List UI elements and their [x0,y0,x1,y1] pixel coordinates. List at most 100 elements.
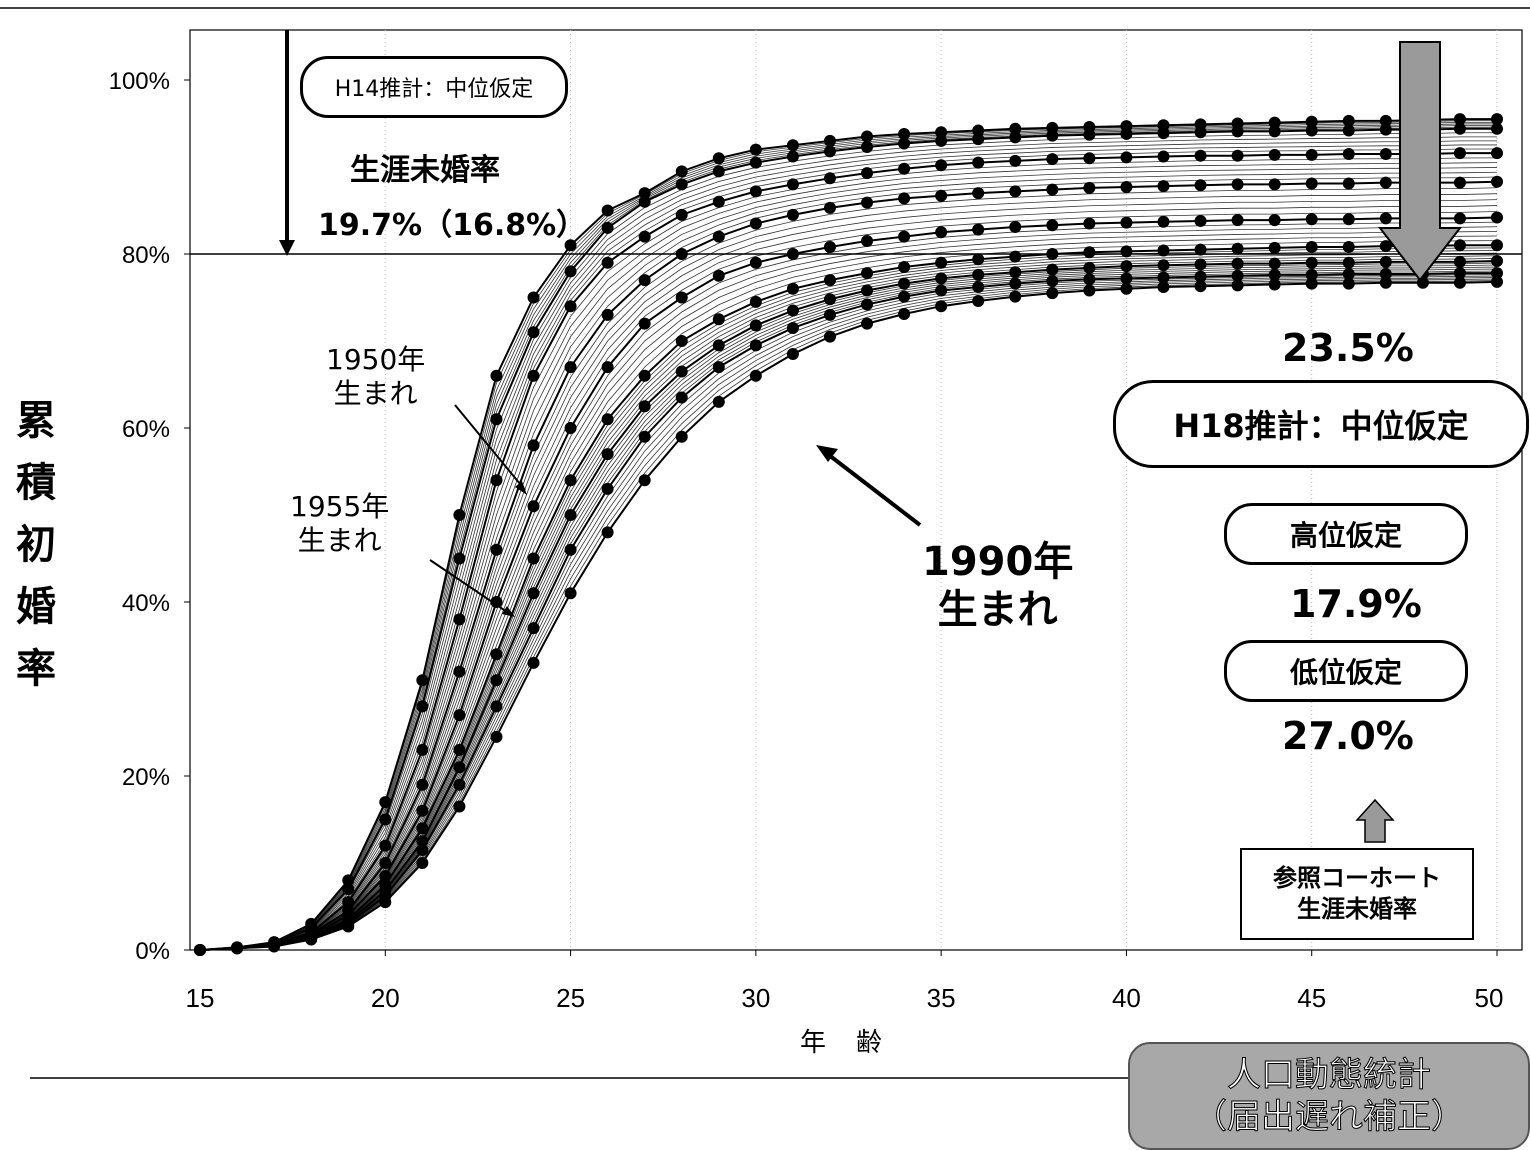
data-point [1379,147,1392,160]
data-point [1342,124,1355,137]
band-curve [199,268,1498,951]
data-point [1157,244,1170,257]
data-point [823,201,836,214]
data-point [1305,277,1318,290]
x-tick-label: 25 [556,983,585,1013]
data-point [786,248,799,260]
data-point [712,339,725,352]
data-point [935,272,948,285]
data-point [1453,113,1466,126]
data-point [1046,274,1059,287]
data-point [1083,246,1096,259]
data-point [712,313,725,326]
data-point [1120,245,1133,258]
data-point [1231,269,1244,282]
data-point [1120,216,1133,229]
data-point [823,134,836,147]
data-point [786,178,799,191]
data-point [898,277,911,290]
data-point [601,256,614,269]
data-point [1342,177,1355,190]
band-curve [199,277,1498,951]
label-1950-cohort: 1950年 生まれ [326,343,426,410]
data-point [490,648,503,661]
data-point [601,308,614,321]
y-axis-label-char: 率 [16,646,56,692]
data-point [1305,124,1318,137]
data-point [638,195,651,208]
data-point [786,150,799,163]
data-point [1305,256,1318,269]
data-point [1268,257,1281,270]
data-point [898,127,911,140]
band-curve [199,199,1498,951]
data-point [861,234,874,247]
data-point [1009,131,1022,144]
data-point [1157,281,1170,294]
data-point [972,124,985,137]
y-tick-label: 20% [122,764,170,791]
data-point [1453,267,1466,280]
data-point [1268,148,1281,161]
band-curve [199,274,1498,951]
band-curve [199,140,1497,951]
data-point [305,933,318,946]
band-curve [199,211,1498,951]
data-point [638,187,651,200]
data-point [638,474,651,487]
data-point [1083,181,1096,194]
data-point [1120,272,1133,285]
x-tick-label: 40 [1112,983,1141,1013]
data-point [1046,263,1059,276]
data-point [1379,212,1392,225]
data-point [749,369,762,382]
data-point [972,281,985,294]
data-point [1194,179,1207,192]
data-point [268,940,281,953]
data-point [1342,114,1355,127]
data-point [453,800,466,813]
data-point [675,208,688,221]
band-curve [199,157,1498,951]
data-point [1046,153,1059,166]
band-curve [199,247,1498,951]
data-point [601,448,614,461]
data-point [1046,248,1059,260]
data-point [1231,214,1244,227]
data-point [898,192,911,205]
data-point [1009,154,1022,167]
data-point [675,165,688,178]
data-point [898,261,911,274]
data-point [935,226,948,239]
data-point [1453,122,1466,135]
data-point [1268,241,1281,254]
band-curve [199,240,1498,951]
data-point [1194,149,1207,162]
data-point [972,133,985,146]
data-point [453,709,466,722]
data-point [1379,176,1392,189]
data-point [749,339,762,352]
source-box: 人口動態統計 （届出遅れ補正） [1128,1042,1530,1150]
band-curve [199,136,1497,951]
data-point [1342,277,1355,290]
x-tick-label: 50 [1475,983,1504,1013]
data-point [1379,268,1392,281]
band-curve [199,125,1497,951]
data-point [1083,273,1096,286]
data-point [861,130,874,143]
data-point [564,543,577,556]
band-curve [199,123,1497,951]
band-curve [199,264,1498,951]
data-point [638,400,651,413]
reference-cohort-box: 参照コーホート 生涯未婚率 [1240,848,1474,940]
data-point [675,291,688,304]
grid [190,30,1522,950]
data-point [935,256,948,269]
series-line [199,259,1498,951]
data-point [1009,277,1022,290]
data-point [972,187,985,200]
data-point [527,552,540,565]
data-point [972,223,985,236]
series-group [194,113,1503,956]
